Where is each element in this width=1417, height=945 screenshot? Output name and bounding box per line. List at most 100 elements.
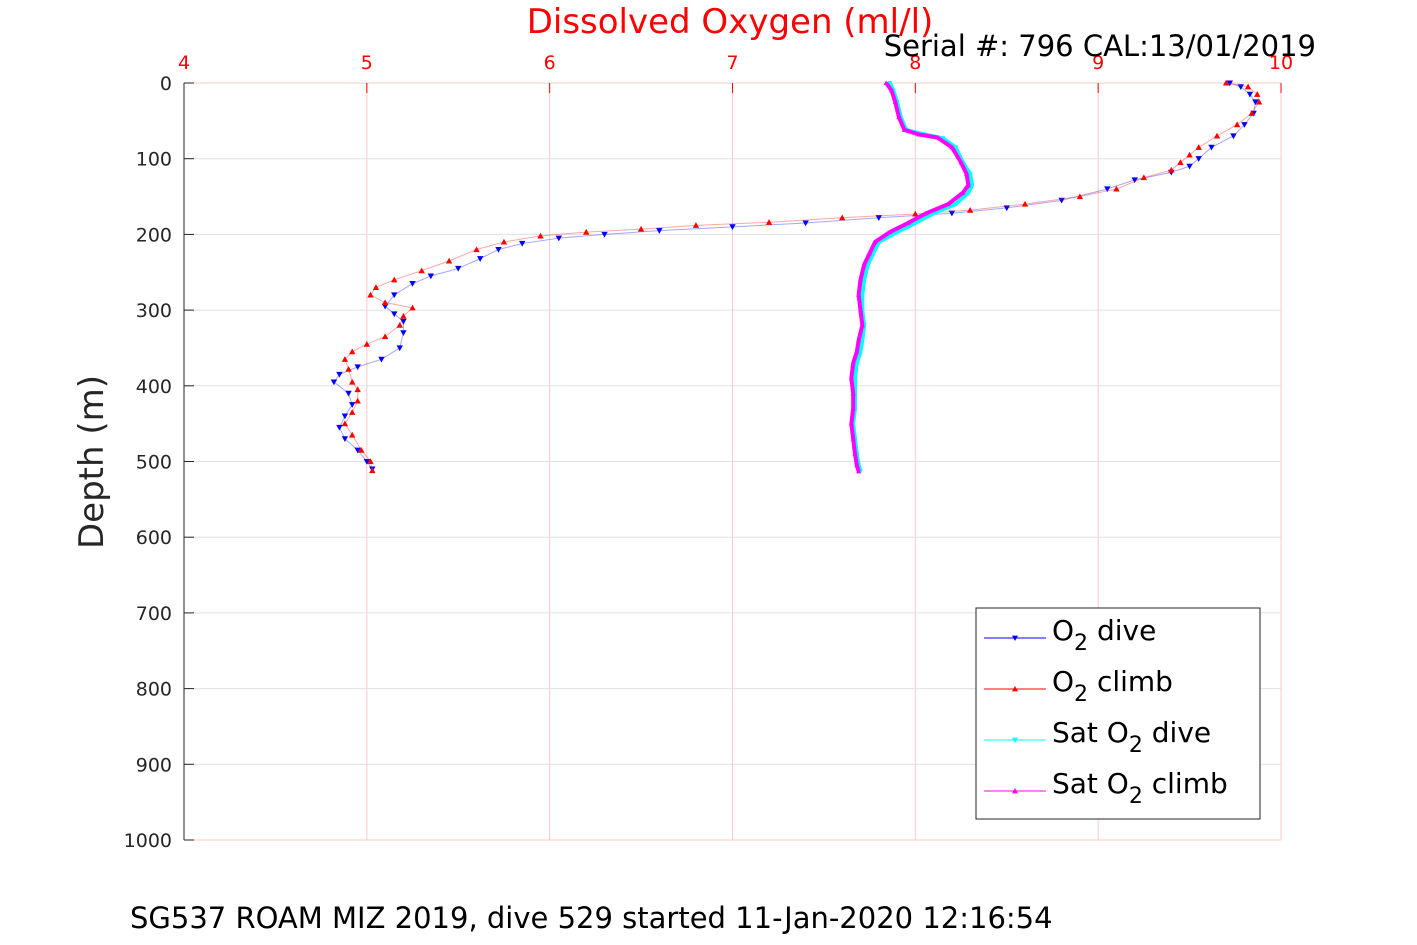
data-point [953,202,959,207]
x-tick-label: 10 [1269,52,1293,74]
data-point [1226,80,1234,87]
data-point [854,349,860,354]
data-point [965,190,971,196]
x-tick-label: 8 [909,52,921,74]
series-line [333,82,1256,470]
data-point [1252,99,1259,106]
data-point [330,379,338,386]
data-point [349,431,356,438]
data-point [945,201,951,207]
data-point [349,402,356,408]
data-point [923,210,929,216]
data-point [349,348,356,355]
data-point [856,468,862,474]
y-ticks: 0 100 200 300 400 500 600 700 800 900 1000 [124,73,194,852]
data-point [400,318,407,325]
y-tick-label: 0 [160,73,172,95]
legend-label: Sat O2 climb [1052,767,1228,809]
data-point [555,235,563,242]
x-tick-label: 5 [361,52,373,74]
data-point [1248,110,1255,116]
data-point [427,273,435,280]
data-point [859,338,865,343]
legend-label: O2 dive [1052,614,1156,656]
data-point [896,114,902,120]
data-point [850,436,856,441]
series-sat-o2-climb [848,80,971,474]
data-point [958,159,964,165]
data-point [859,292,865,298]
y-axis-label: Depth (m) [72,375,112,549]
data-point [1244,83,1252,90]
data-point [537,232,544,239]
data-point [969,183,975,188]
data-point [367,458,374,465]
data-point [1113,185,1120,192]
data-point [892,99,898,104]
data-point [850,406,856,411]
data-point [850,390,856,396]
data-point [848,375,854,381]
data-point [729,224,736,231]
data-point [867,250,873,256]
data-point [1254,91,1261,97]
data-point [1058,197,1065,204]
y-tick-label: 500 [136,452,172,474]
data-point [381,333,389,340]
legend-label: O2 climb [1052,665,1173,707]
data-point [967,171,973,177]
data-point [1255,98,1263,105]
data-point [953,145,959,150]
data-point [1195,156,1202,162]
data-point [887,81,893,86]
data-point [1230,133,1237,140]
data-point [500,238,508,245]
data-point [960,190,966,195]
legend-swatch-marker [1012,737,1018,743]
y-tick-label: 900 [136,754,172,776]
data-point [473,246,480,253]
data-point [852,451,858,456]
data-point [856,292,862,297]
y-tick-label: 300 [136,300,172,322]
data-point [901,127,907,132]
data-point [391,292,398,299]
y-tick-label: 800 [136,679,172,701]
data-point [857,307,863,313]
y-tick-label: 1000 [124,830,172,852]
data-point [354,447,361,454]
series-line [849,81,971,472]
data-point [363,458,371,465]
data-point [889,88,895,93]
data-point [345,365,352,372]
data-point [1177,159,1184,166]
x-tick-label: 9 [1092,52,1104,74]
legend-swatch-marker [1012,788,1018,794]
legend-swatch-marker [1012,635,1018,641]
data-point [381,299,389,306]
data-point [965,182,971,188]
data-point [966,206,974,213]
data-point [848,421,854,426]
y-tick-label: 700 [136,603,172,625]
data-point [345,390,352,397]
data-point [887,229,893,235]
data-point [912,210,919,217]
data-point [601,231,608,238]
data-point [391,311,398,318]
data-point [349,378,356,385]
data-point [409,304,416,311]
data-point [883,80,889,85]
data-point [949,144,955,150]
x-tick-label: 7 [726,52,738,74]
data-point [400,312,407,319]
y-tick-label: 200 [136,224,172,246]
data-point [378,356,385,363]
legend: O2 dive O2 climb Sat O2 dive Sat O2 climb [975,607,1261,820]
data-point [583,228,590,235]
data-point [948,210,956,217]
data-point [637,225,645,232]
data-point [1237,84,1244,90]
data-point [354,386,361,393]
data-point [1241,122,1248,128]
